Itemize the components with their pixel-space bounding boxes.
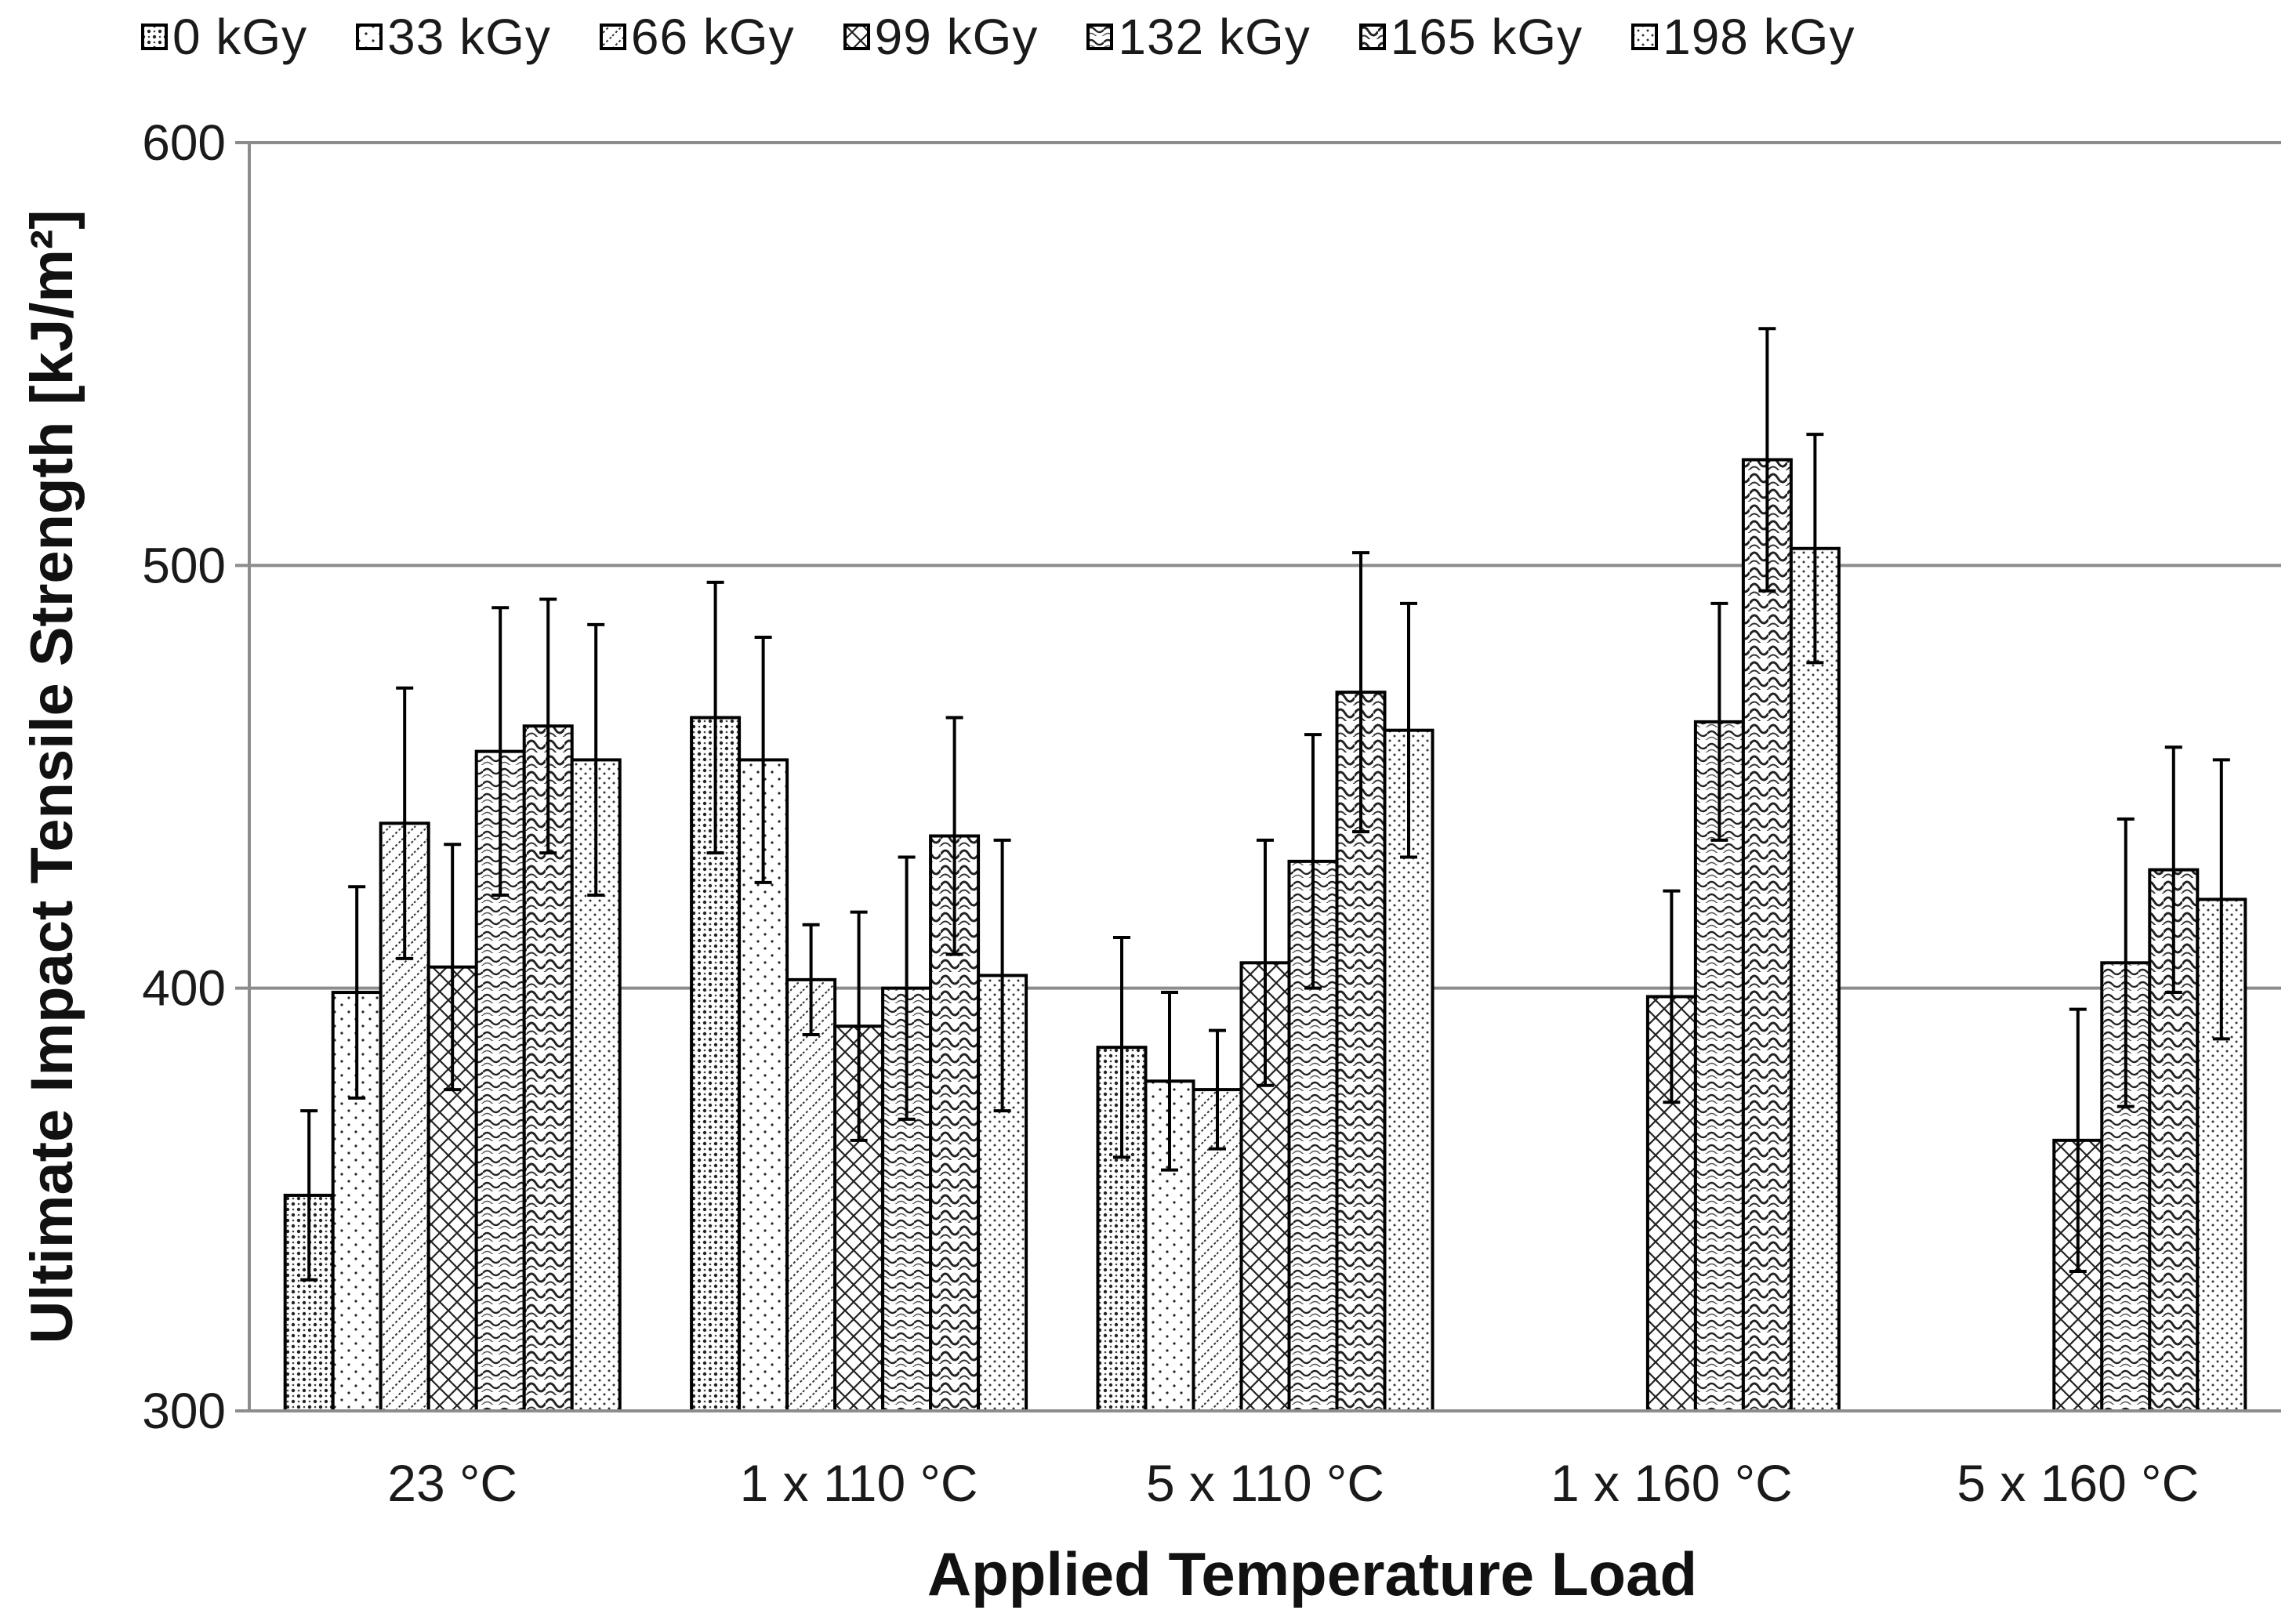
- legend-item-132-kgy: 132 kGy: [1086, 8, 1310, 66]
- x-tick-label: 1 x 110 °C: [740, 1454, 978, 1512]
- x-tick-label: 23 °C: [387, 1454, 517, 1512]
- x-axis-title: Applied Temperature Load: [927, 1539, 1697, 1608]
- x-tick-label: 5 x 110 °C: [1146, 1454, 1384, 1512]
- y-tick-label: 500: [142, 537, 226, 593]
- bar-66-kgy-1: [785, 977, 837, 1412]
- y-tick-label: 400: [142, 960, 226, 1017]
- legend-swatch: [1631, 24, 1659, 50]
- bar-165-kgy-3: [1741, 458, 1793, 1412]
- legend-label: 66 kGy: [630, 9, 795, 65]
- x-tick-label: 5 x 160 °C: [1957, 1454, 2199, 1512]
- legend-swatch: [599, 24, 626, 50]
- y-tick-label: 600: [142, 114, 226, 171]
- legend-swatch: [356, 24, 383, 50]
- legend-item-33-kgy: 33 kGy: [356, 8, 551, 66]
- legend-item-0-kgy: 0 kGy: [141, 8, 307, 66]
- legend-swatch: [1086, 24, 1114, 50]
- y-axis-title: Ultimate Impact Tensile Strength [kJ/m²]: [19, 209, 85, 1343]
- legend: 0 kGy 33 kGy 66 kGy 99 kGy 132 kGy 165 kGy 198…: [141, 2, 1903, 72]
- bar-198-kgy-3: [1789, 546, 1841, 1412]
- legend-swatch: [1358, 24, 1386, 50]
- legend-label: 33 kGy: [387, 9, 551, 65]
- legend-swatch: [843, 24, 870, 50]
- legend-label: 198 kGy: [1663, 9, 1855, 65]
- legend-item-198-kgy: 198 kGy: [1631, 8, 1855, 66]
- x-tick-label: 1 x 160 °C: [1551, 1454, 1793, 1512]
- y-tick-label: 300: [142, 1383, 226, 1439]
- legend-item-66-kgy: 66 kGy: [599, 8, 795, 66]
- legend-swatch: [141, 24, 168, 50]
- legend-label: 132 kGy: [1118, 9, 1311, 65]
- legend-item-99-kgy: 99 kGy: [843, 8, 1039, 66]
- legend-label: 0 kGy: [172, 9, 308, 65]
- legend-label: 99 kGy: [874, 9, 1039, 65]
- legend-item-165-kgy: 165 kGy: [1358, 8, 1583, 66]
- legend-label: 165 kGy: [1390, 9, 1583, 65]
